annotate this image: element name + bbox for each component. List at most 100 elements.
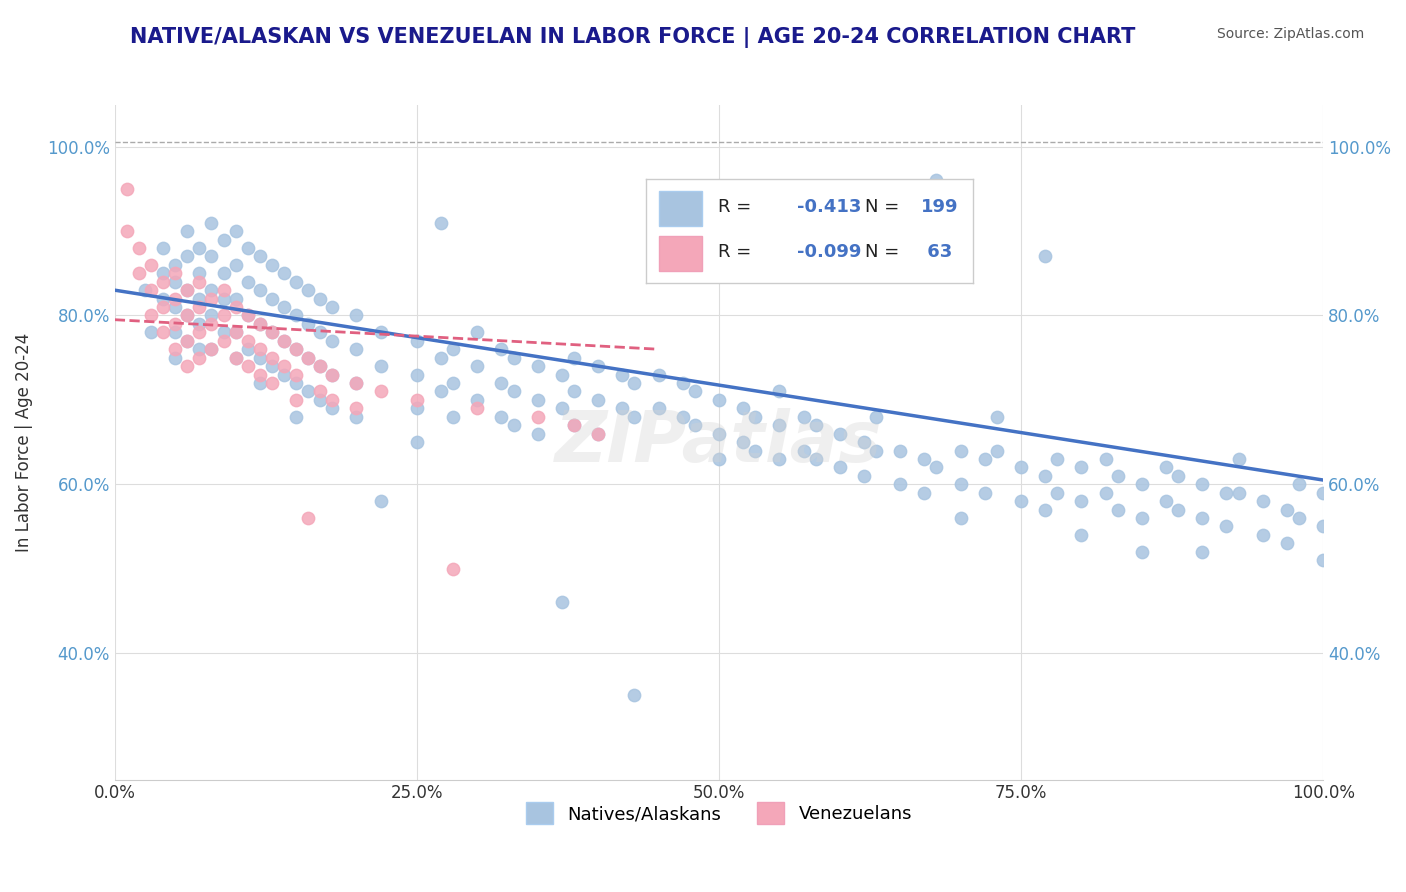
Point (828, 460, 851, 475)
Point (744, 409, 766, 424)
Point (430, 216, 453, 230)
Point (949, 511, 972, 525)
Point (212, 283, 235, 297)
Point (1070, 528, 1092, 542)
Point (986, 409, 1008, 424)
Point (526, 359, 548, 373)
Point (176, 309, 198, 323)
Point (526, 409, 548, 424)
Point (152, 241, 174, 255)
Point (672, 376, 695, 390)
Point (405, 435, 427, 450)
Point (441, 376, 464, 390)
Point (551, 368, 574, 382)
Point (225, 300, 247, 314)
Point (273, 266, 295, 280)
Point (152, 266, 174, 280)
Point (236, 241, 259, 255)
Point (249, 343, 271, 357)
Point (623, 409, 645, 424)
Point (707, 392, 730, 407)
Point (672, 409, 695, 424)
Point (793, 443, 815, 458)
Point (1130, 477, 1153, 491)
Point (1033, 468, 1056, 483)
Point (465, 359, 488, 373)
Point (200, 292, 222, 306)
Point (612, 368, 634, 382)
Point (285, 368, 308, 382)
Point (200, 343, 222, 357)
Text: Source: ZipAtlas.com: Source: ZipAtlas.com (1216, 27, 1364, 41)
Point (768, 452, 790, 467)
Point (297, 351, 319, 365)
Point (200, 216, 222, 230)
Point (236, 275, 259, 289)
Point (1094, 452, 1116, 467)
Point (1275, 502, 1298, 516)
Point (152, 275, 174, 289)
Point (176, 224, 198, 238)
Point (134, 283, 156, 297)
Point (925, 460, 948, 475)
Point (1312, 485, 1334, 500)
Point (1046, 452, 1069, 467)
Point (1191, 545, 1213, 559)
Point (465, 392, 488, 407)
Point (1130, 511, 1153, 525)
Point (212, 309, 235, 323)
Point (176, 334, 198, 348)
Point (309, 359, 332, 373)
Point (249, 249, 271, 263)
Point (683, 418, 706, 433)
Point (1288, 511, 1310, 525)
Point (1033, 249, 1056, 263)
Point (1288, 477, 1310, 491)
Point (612, 401, 634, 416)
Point (502, 351, 524, 365)
Point (309, 292, 332, 306)
Point (852, 468, 875, 483)
Point (562, 418, 585, 433)
Point (491, 376, 513, 390)
Point (768, 418, 790, 433)
Point (562, 351, 585, 365)
Point (139, 309, 162, 323)
Point (188, 300, 211, 314)
Point (707, 426, 730, 441)
Point (502, 418, 524, 433)
Point (309, 384, 332, 399)
Point (152, 300, 174, 314)
Point (188, 241, 211, 255)
Point (1215, 485, 1237, 500)
Point (973, 452, 995, 467)
Point (225, 326, 247, 340)
Point (176, 334, 198, 348)
Point (176, 283, 198, 297)
Point (321, 334, 343, 348)
Point (188, 292, 211, 306)
Point (346, 343, 368, 357)
Point (586, 426, 609, 441)
Point (986, 443, 1008, 458)
Point (1033, 502, 1056, 516)
Point (152, 326, 174, 340)
Point (912, 485, 935, 500)
Point (249, 283, 271, 297)
Point (139, 326, 162, 340)
Point (346, 409, 368, 424)
Point (1070, 460, 1092, 475)
Point (683, 384, 706, 399)
Point (285, 343, 308, 357)
Point (165, 326, 187, 340)
Point (562, 384, 585, 399)
Point (249, 351, 271, 365)
Point (733, 401, 755, 416)
Point (128, 241, 150, 255)
Point (707, 452, 730, 467)
Point (321, 368, 343, 382)
Point (405, 334, 427, 348)
Point (1275, 536, 1298, 550)
Point (309, 392, 332, 407)
Point (889, 477, 911, 491)
